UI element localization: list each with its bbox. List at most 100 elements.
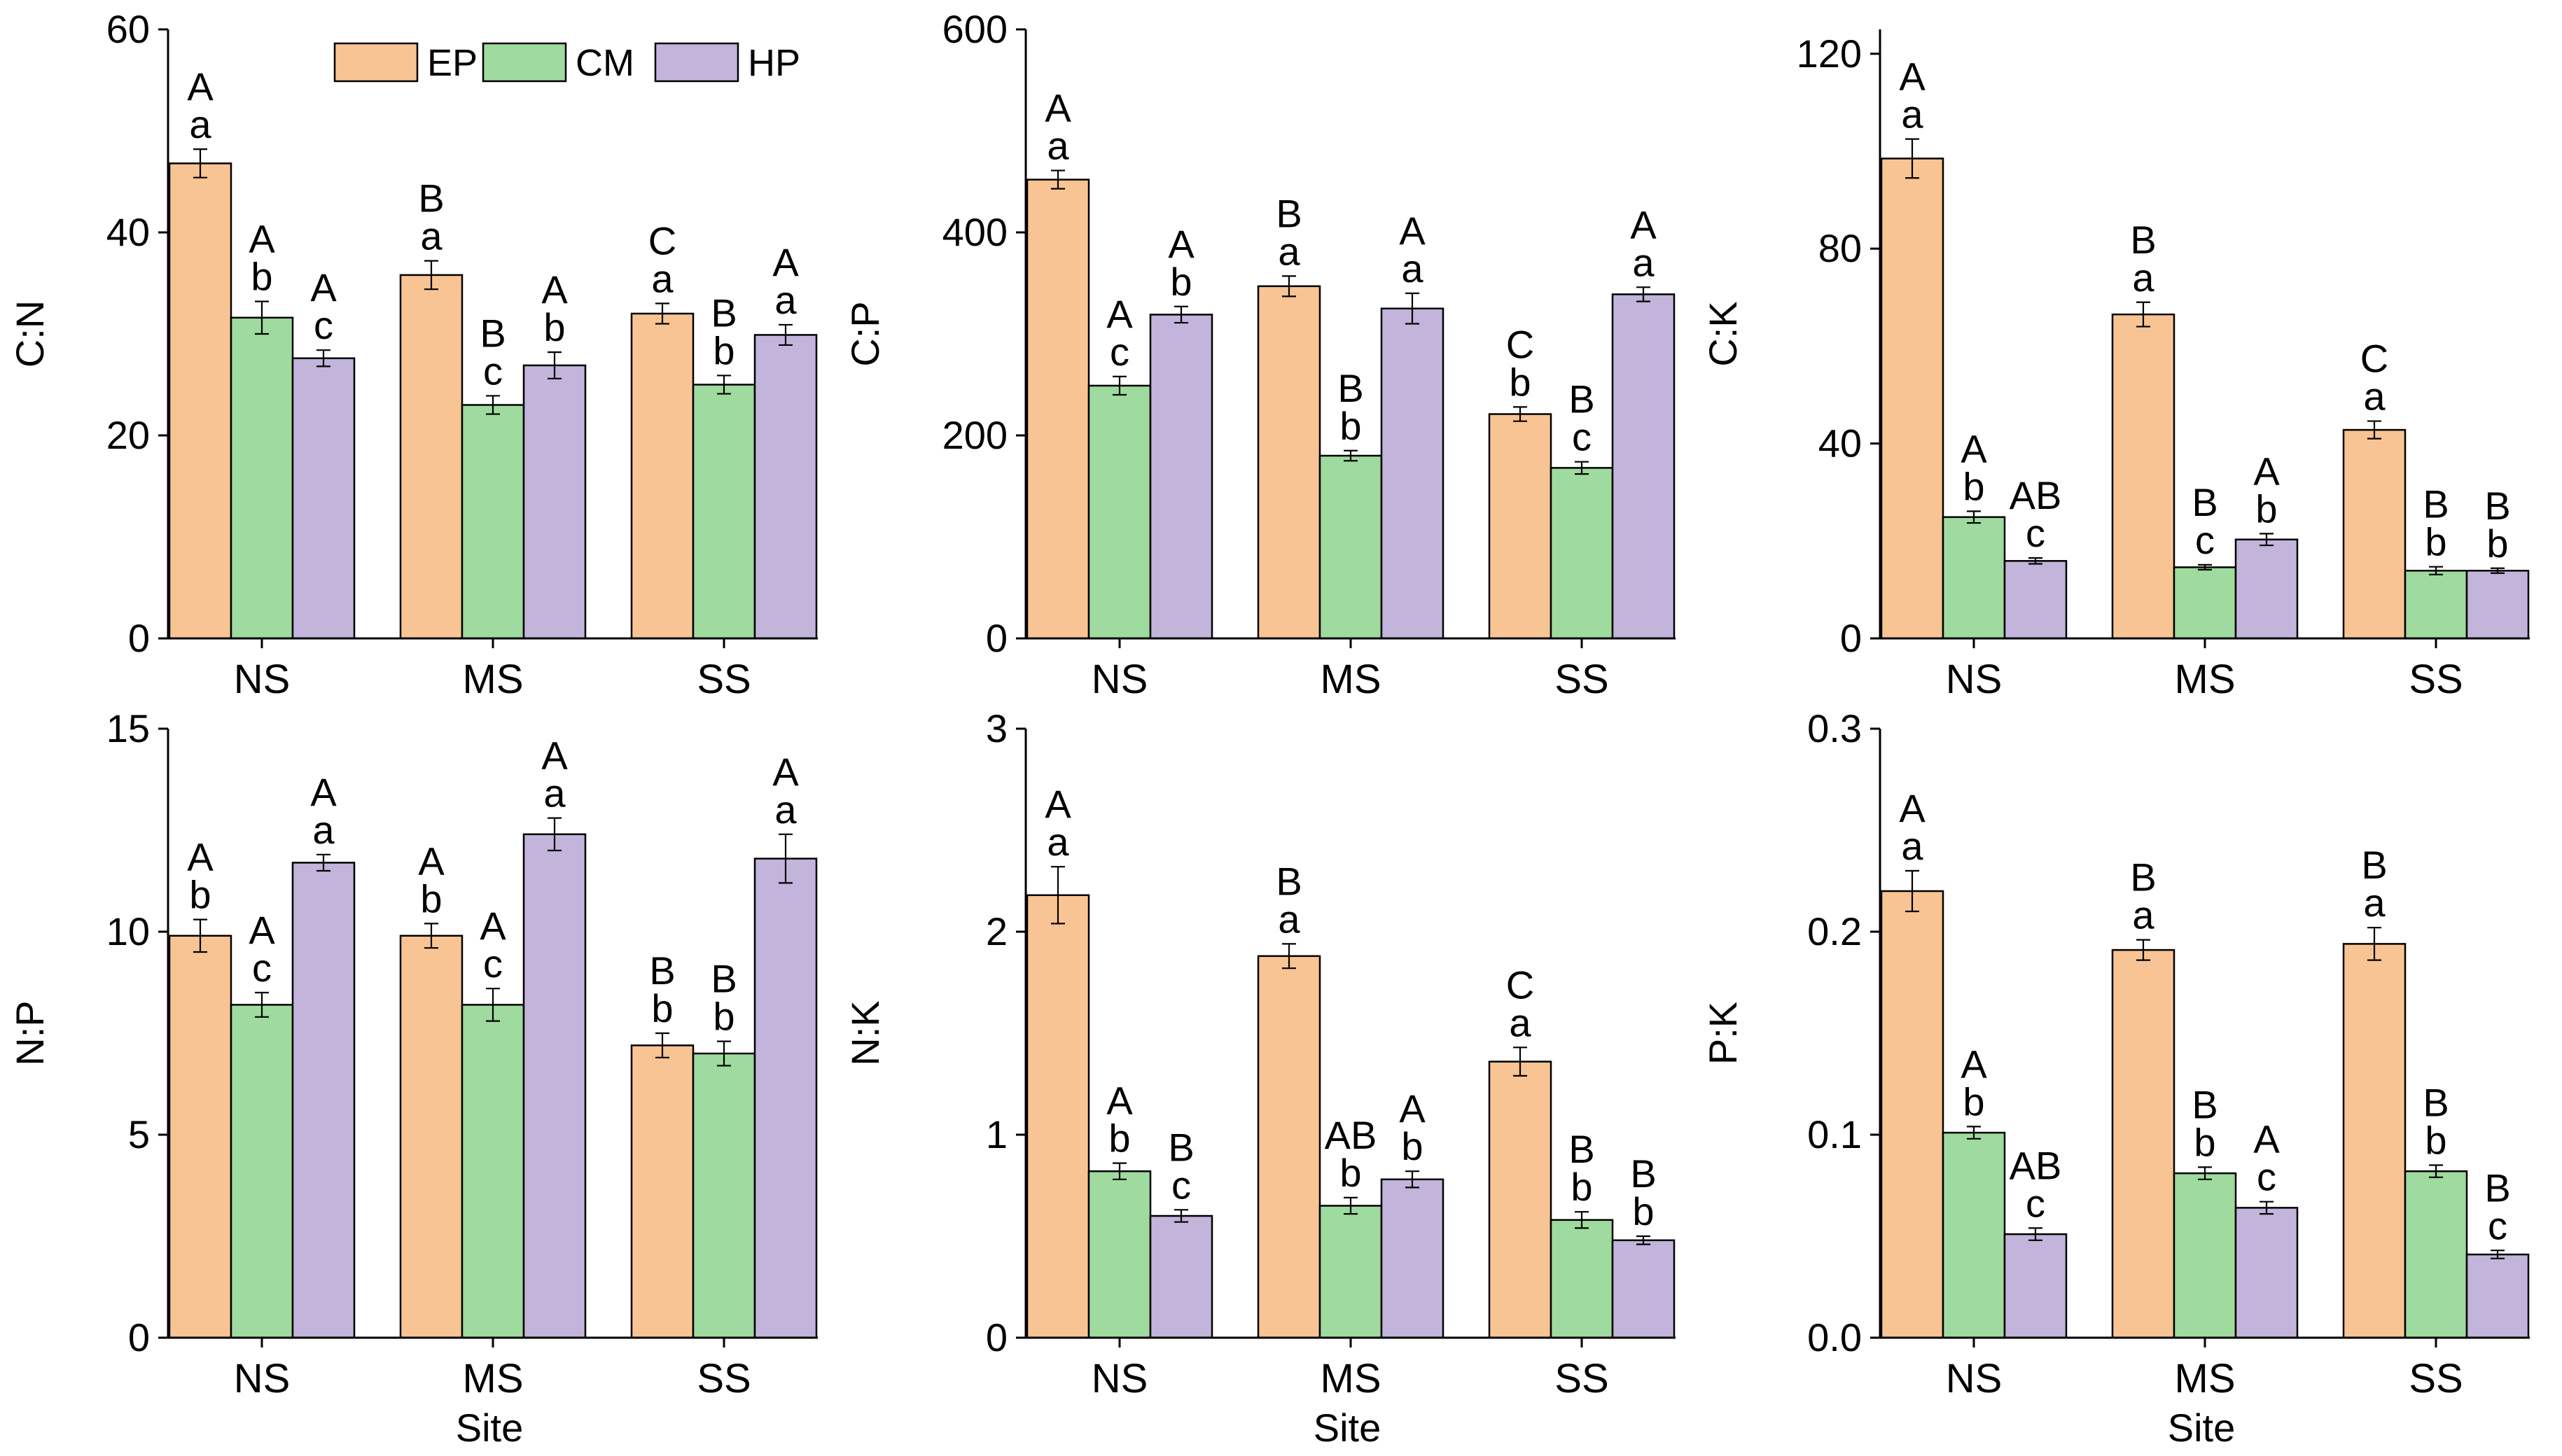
bar-ep-ss — [630, 312, 695, 640]
x-tick-label-ns: NS — [234, 1356, 291, 1401]
site-letter: B — [1276, 859, 1302, 903]
bar-cm-ms — [461, 404, 525, 640]
legend-label-ep: EP — [427, 42, 478, 84]
bar-ep-ss — [2342, 428, 2407, 640]
group-letter: a — [1901, 92, 1923, 136]
site-letter: A — [1106, 292, 1133, 336]
y-tick-label: 0.0 — [1807, 1315, 1862, 1359]
y-tick-label: 0.2 — [1807, 909, 1862, 953]
group-letter: b — [2425, 520, 2446, 564]
bar-ep-ms — [2111, 948, 2175, 1339]
group-letter: c — [483, 349, 503, 393]
legend-swatch-ep — [333, 42, 419, 83]
group-letter: c — [2195, 518, 2215, 562]
x-axis-title: Site — [456, 1406, 524, 1450]
bar-ep-ss — [2342, 943, 2407, 1339]
y-tick-label: 0 — [986, 616, 1008, 660]
bar-cm-ms — [2173, 1172, 2237, 1339]
x-tick-label-ns: NS — [1092, 657, 1148, 702]
site-letter: B — [711, 290, 737, 335]
y-tick-label: 20 — [106, 413, 150, 457]
group-letter: a — [1401, 246, 1423, 290]
x-tick-label-ns: NS — [1946, 1356, 2003, 1401]
group-letter: a — [189, 102, 211, 146]
legend: EP CM HP — [333, 42, 800, 84]
bar-cm-ms — [2173, 566, 2237, 640]
group-letter: c — [1572, 415, 1592, 459]
site-letter: B — [2361, 843, 2387, 887]
site-letter: AB — [2010, 473, 2062, 517]
group-letter: b — [2425, 1119, 2446, 1163]
bar-ep-ss — [630, 1044, 695, 1339]
bar-hp-ns — [291, 357, 356, 640]
x-tick-label-ms: MS — [463, 1356, 524, 1401]
group-letter: b — [251, 255, 272, 299]
group-letter: a — [1278, 229, 1300, 273]
site-letter: A — [1399, 1086, 1426, 1130]
site-letter: B — [2192, 1082, 2218, 1126]
group-letter: a — [1632, 240, 1655, 284]
group-letter: c — [1171, 1163, 1191, 1207]
group-letter: c — [2026, 511, 2045, 555]
bar-hp-ns — [2003, 1233, 2068, 1339]
bar-cm-ss — [2404, 570, 2468, 640]
group-letter: b — [713, 995, 735, 1039]
bar-hp-ss — [1611, 293, 1676, 640]
site-letter: B — [649, 948, 675, 993]
site-letter: A — [480, 904, 506, 948]
site-letter: A — [1168, 222, 1195, 266]
bar-hp-ss — [1611, 1239, 1676, 1339]
y-axis-title: N:K — [843, 1000, 887, 1065]
x-tick-label-ns: NS — [234, 657, 291, 702]
site-letter: A — [418, 839, 445, 883]
group-letter: c — [252, 946, 272, 990]
y-axis-title: C:N — [8, 300, 52, 368]
site-letter: A — [187, 64, 214, 108]
site-letter: C — [2360, 337, 2388, 381]
y-axis-title: P:K — [1701, 1002, 1745, 1065]
site-letter: B — [418, 176, 444, 220]
bar-hp-ms — [1380, 1178, 1444, 1339]
bar-hp-ns — [1149, 314, 1213, 640]
group-letter: b — [1339, 1151, 1361, 1195]
bar-hp-ms — [522, 364, 587, 640]
site-letter: B — [1568, 377, 1594, 421]
site-letter: C — [648, 219, 676, 263]
group-letter: a — [774, 788, 797, 832]
bar-ep-ns — [168, 162, 232, 640]
group-letter: b — [1339, 404, 1361, 448]
bar-cm-ms — [1318, 454, 1383, 640]
site-letter: B — [2130, 855, 2156, 899]
x-axis-title: Site — [1314, 1406, 1381, 1450]
site-letter: A — [1399, 209, 1426, 253]
group-letter: b — [713, 328, 735, 372]
group-letter: b — [2255, 486, 2277, 531]
y-tick-label: 120 — [1797, 31, 1862, 76]
legend-label-cm: CM — [576, 42, 634, 84]
y-tick-label: 0.3 — [1807, 706, 1862, 750]
legend-swatch-hp — [654, 42, 739, 83]
bar-cm-ms — [1318, 1205, 1383, 1339]
x-tick-label-ms: MS — [1321, 1356, 1381, 1401]
bar-cm-ns — [1942, 516, 2006, 640]
legend-swatch-cm — [482, 42, 567, 83]
group-letter: a — [1278, 897, 1300, 941]
y-tick-label: 0 — [1840, 616, 1862, 660]
group-letter: c — [2026, 1181, 2045, 1225]
y-tick-label: 1 — [986, 1112, 1008, 1156]
group-letter: a — [1047, 124, 1069, 168]
bar-hp-ms — [2234, 538, 2299, 640]
site-letter: C — [1506, 322, 1534, 366]
group-letter: b — [420, 876, 442, 920]
y-tick-label: 200 — [942, 413, 1008, 457]
y-tick-label: 10 — [106, 909, 150, 953]
group-letter: a — [2363, 881, 2386, 925]
x-tick-label-ms: MS — [2175, 1356, 2236, 1401]
y-tick-label: 0 — [128, 616, 150, 660]
site-letter: B — [2484, 1166, 2510, 1210]
x-tick-label-ms: MS — [1321, 657, 1381, 702]
site-letter: B — [2423, 1081, 2449, 1125]
group-letter: a — [2363, 374, 2386, 419]
